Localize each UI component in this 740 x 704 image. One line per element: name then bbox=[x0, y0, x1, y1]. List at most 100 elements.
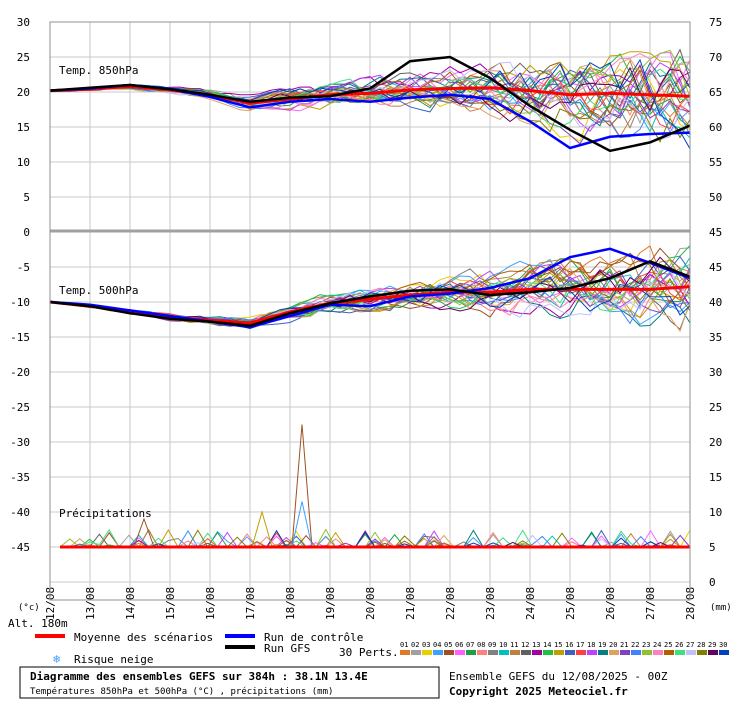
right-tick-label: 45 bbox=[709, 226, 722, 239]
perturbation-swatch bbox=[664, 650, 674, 655]
chart-subtitle: Températures 850hPa et 500hPa (°C) , pré… bbox=[30, 686, 333, 697]
perturbation-swatch bbox=[411, 650, 421, 655]
perturbation-swatch bbox=[521, 650, 531, 655]
perturbation-id: 04 bbox=[433, 641, 441, 649]
perturbation-id: 01 bbox=[400, 641, 408, 649]
copyright: Copyright 2025 Meteociel.fr bbox=[449, 685, 628, 698]
perturbation-id: 11 bbox=[510, 641, 518, 649]
date-tick-label: 22/08 bbox=[444, 587, 457, 620]
perturbation-swatch bbox=[422, 650, 432, 655]
left-tick-label: 10 bbox=[17, 156, 30, 169]
perturbation-id: 30 bbox=[719, 641, 727, 649]
left-unit: (°c) bbox=[18, 603, 40, 613]
perturbation-id: 07 bbox=[466, 641, 474, 649]
series-1-t500 bbox=[49, 247, 691, 329]
main-series-lines bbox=[49, 55, 691, 549]
precip-peak bbox=[133, 517, 155, 548]
perturbation-id: 26 bbox=[675, 641, 683, 649]
legend-swatch-control bbox=[225, 634, 255, 638]
perturbation-id: 23 bbox=[642, 641, 650, 649]
right-tick-label: 20 bbox=[709, 436, 722, 449]
left-tick-label: -40 bbox=[10, 506, 30, 519]
left-tick-label: 30 bbox=[17, 16, 30, 29]
chart-axes: 302520151050-5-10-15-20-25-30-35-40-4575… bbox=[10, 16, 722, 620]
title-box bbox=[19, 666, 440, 699]
perturbation-swatch bbox=[697, 650, 707, 655]
run-info: Ensemble GEFS du 12/08/2025 - 00Z bbox=[449, 670, 668, 683]
right-tick-label: 55 bbox=[709, 156, 722, 169]
date-tick-label: 17/08 bbox=[244, 587, 257, 620]
perturbation-swatch bbox=[510, 650, 520, 655]
precip-peak bbox=[291, 501, 313, 548]
right-tick-label: 75 bbox=[709, 16, 722, 29]
precip-peak bbox=[291, 424, 313, 548]
perturbation-id: 29 bbox=[708, 641, 716, 649]
right-tick-label: 5 bbox=[709, 541, 716, 554]
perturbation-id: 18 bbox=[587, 641, 595, 649]
date-tick-label: 26/08 bbox=[604, 587, 617, 620]
perturbation-swatch bbox=[400, 650, 410, 655]
left-tick-label: -15 bbox=[10, 331, 30, 344]
perturbation-id: 15 bbox=[554, 641, 562, 649]
right-tick-label: 30 bbox=[709, 366, 722, 379]
perturbation-id: 14 bbox=[543, 641, 551, 649]
right-tick-label: 65 bbox=[709, 86, 722, 99]
perturbation-swatch bbox=[686, 650, 696, 655]
perturbation-swatch bbox=[587, 650, 597, 655]
label-temp-500: Temp. 500hPa bbox=[59, 284, 138, 297]
perturbation-id: 06 bbox=[455, 641, 463, 649]
perturbation-id: 13 bbox=[532, 641, 540, 649]
left-tick-label: -10 bbox=[10, 296, 30, 309]
left-tick-label: 0 bbox=[23, 226, 30, 239]
perturbation-swatch bbox=[609, 650, 619, 655]
left-tick-label: -30 bbox=[10, 436, 30, 449]
perturbation-swatch bbox=[653, 650, 663, 655]
legend-snow: Risque neige bbox=[74, 653, 153, 666]
date-tick-label: 12/08 bbox=[44, 587, 57, 620]
date-tick-label: 25/08 bbox=[564, 587, 577, 620]
right-tick-label: 15 bbox=[709, 471, 722, 484]
precip-peak bbox=[251, 510, 273, 548]
perturbation-id: 17 bbox=[576, 641, 584, 649]
perturbation-id: 09 bbox=[488, 641, 496, 649]
right-tick-label: 25 bbox=[709, 401, 722, 414]
left-tick-label: 5 bbox=[23, 191, 30, 204]
right-tick-label: 50 bbox=[709, 191, 722, 204]
series-0-t500 bbox=[49, 285, 691, 325]
perturbation-swatch bbox=[477, 650, 487, 655]
series-2-t850 bbox=[49, 55, 691, 153]
left-tick-label: 15 bbox=[17, 121, 30, 134]
perturbation-swatch bbox=[532, 650, 542, 655]
perturbation-id: 10 bbox=[499, 641, 507, 649]
perturbations-label: 30 Perts. bbox=[339, 646, 399, 659]
right-unit: (mm) bbox=[710, 603, 732, 613]
perturbation-id: 19 bbox=[598, 641, 606, 649]
left-tick-label: -45 bbox=[10, 541, 30, 554]
snowflake-icon: ❄ bbox=[53, 652, 60, 666]
legend: Moyenne des scénarios Run de contrôle Ru… bbox=[35, 631, 399, 666]
altitude-label: Alt. 180m bbox=[8, 617, 68, 630]
left-tick-label: -35 bbox=[10, 471, 30, 484]
legend-swatch-gfs bbox=[225, 645, 255, 649]
perturbation-id: 28 bbox=[697, 641, 705, 649]
date-tick-label: 24/08 bbox=[524, 587, 537, 620]
perturbation-swatch bbox=[499, 650, 509, 655]
date-tick-label: 19/08 bbox=[324, 587, 337, 620]
perturbation-swatch bbox=[675, 650, 685, 655]
date-tick-label: 28/08 bbox=[684, 587, 697, 620]
legend-mean: Moyenne des scénarios bbox=[74, 631, 213, 644]
perturbation-swatch bbox=[554, 650, 564, 655]
legend-gfs: Run GFS bbox=[264, 642, 310, 655]
right-tick-label: 0 bbox=[709, 576, 716, 589]
right-tick-label: 40 bbox=[709, 296, 722, 309]
date-tick-label: 20/08 bbox=[364, 587, 377, 620]
perturbation-swatch bbox=[708, 650, 718, 655]
chart-title: Diagramme des ensembles GEFS sur 384h : … bbox=[30, 670, 368, 683]
date-tick-label: 15/08 bbox=[164, 587, 177, 620]
perturbation-swatch bbox=[719, 650, 729, 655]
left-tick-label: 25 bbox=[17, 51, 30, 64]
legend-swatch-mean bbox=[35, 634, 65, 638]
series-2-t500 bbox=[49, 260, 691, 328]
perturbation-id: 25 bbox=[664, 641, 672, 649]
